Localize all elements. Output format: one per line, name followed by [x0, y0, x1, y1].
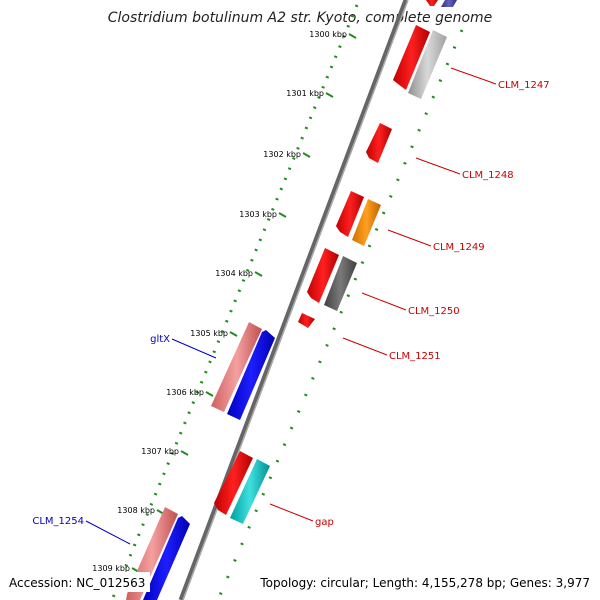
leader-line [171, 338, 217, 359]
gene-feature-clm-1250[interactable] [324, 256, 357, 311]
tick-mark [348, 33, 357, 39]
map-title: Clostridium botulinum A2 str. Kyoto, com… [108, 10, 493, 26]
gene-feature-grey[interactable] [408, 30, 447, 99]
gene-feature-clm-1247[interactable] [393, 25, 430, 90]
gene-label-clm-1249[interactable]: CLM_1249 [433, 242, 485, 253]
accession-text: Accession: NC_012563 [9, 576, 145, 590]
gene-feature-gltx[interactable] [211, 322, 262, 412]
tick-mark [205, 391, 214, 397]
genome-summary-text: Topology: circular; Length: 4,155,278 bp… [259, 576, 590, 590]
gene-feature-red[interactable] [336, 191, 364, 237]
leader-line [85, 520, 131, 545]
leader-line [361, 292, 407, 311]
gene-feature-blue[interactable] [143, 516, 190, 600]
tick-label: 1307 kbp [141, 447, 179, 456]
tick-mark [229, 331, 238, 337]
gene-feature-clm-1251[interactable] [298, 313, 315, 328]
leader-line [269, 503, 314, 522]
tick-mark [254, 271, 263, 277]
summary-backdrop [255, 572, 600, 592]
gene-feature[interactable] [426, 0, 438, 6]
tick-label: 1305 kbp [190, 329, 228, 338]
gene-label-gltx[interactable]: gltX [150, 334, 170, 345]
tick-mark [302, 152, 311, 158]
leader-line [415, 157, 461, 175]
gene-feature-blue[interactable] [227, 330, 275, 420]
gene-feature-gap[interactable] [230, 459, 270, 524]
gene-label-clm-1250[interactable]: CLM_1250 [408, 306, 460, 317]
tick-label: 1300 kbp [309, 30, 347, 39]
gene-feature[interactable] [441, 0, 457, 7]
tick-label: 1303 kbp [239, 210, 277, 219]
tick-marks [131, 33, 357, 573]
accession-backdrop [0, 572, 150, 592]
gene-label-clm-1251[interactable]: CLM_1251 [389, 351, 441, 362]
tick-label: 1306 kbp [166, 388, 204, 397]
gene-feature-clm-1249[interactable] [352, 199, 381, 246]
tick-label: 1301 kbp [286, 89, 324, 98]
tick-mark [180, 450, 189, 456]
gene-feature-red[interactable] [214, 451, 253, 515]
gene-feature-clm-1248[interactable] [366, 123, 392, 163]
gene-label-gap[interactable]: gap [315, 517, 334, 528]
tick-label: 1308 kbp [117, 506, 155, 515]
leader-line [450, 67, 497, 85]
leader-line [342, 337, 388, 356]
tick-label: 1309 kbp [92, 564, 130, 573]
gene-label-clm-1248[interactable]: CLM_1248 [462, 170, 514, 181]
gene-feature-red[interactable] [307, 248, 339, 303]
leader-line [387, 229, 432, 247]
tick-mark [278, 212, 287, 218]
gene-label-clm-1254[interactable]: CLM_1254 [32, 516, 84, 527]
tick-mark [325, 92, 334, 98]
tick-label: 1302 kbp [263, 150, 301, 159]
tick-label: 1304 kbp [215, 269, 253, 278]
gene-label-clm-1247[interactable]: CLM_1247 [498, 80, 550, 91]
